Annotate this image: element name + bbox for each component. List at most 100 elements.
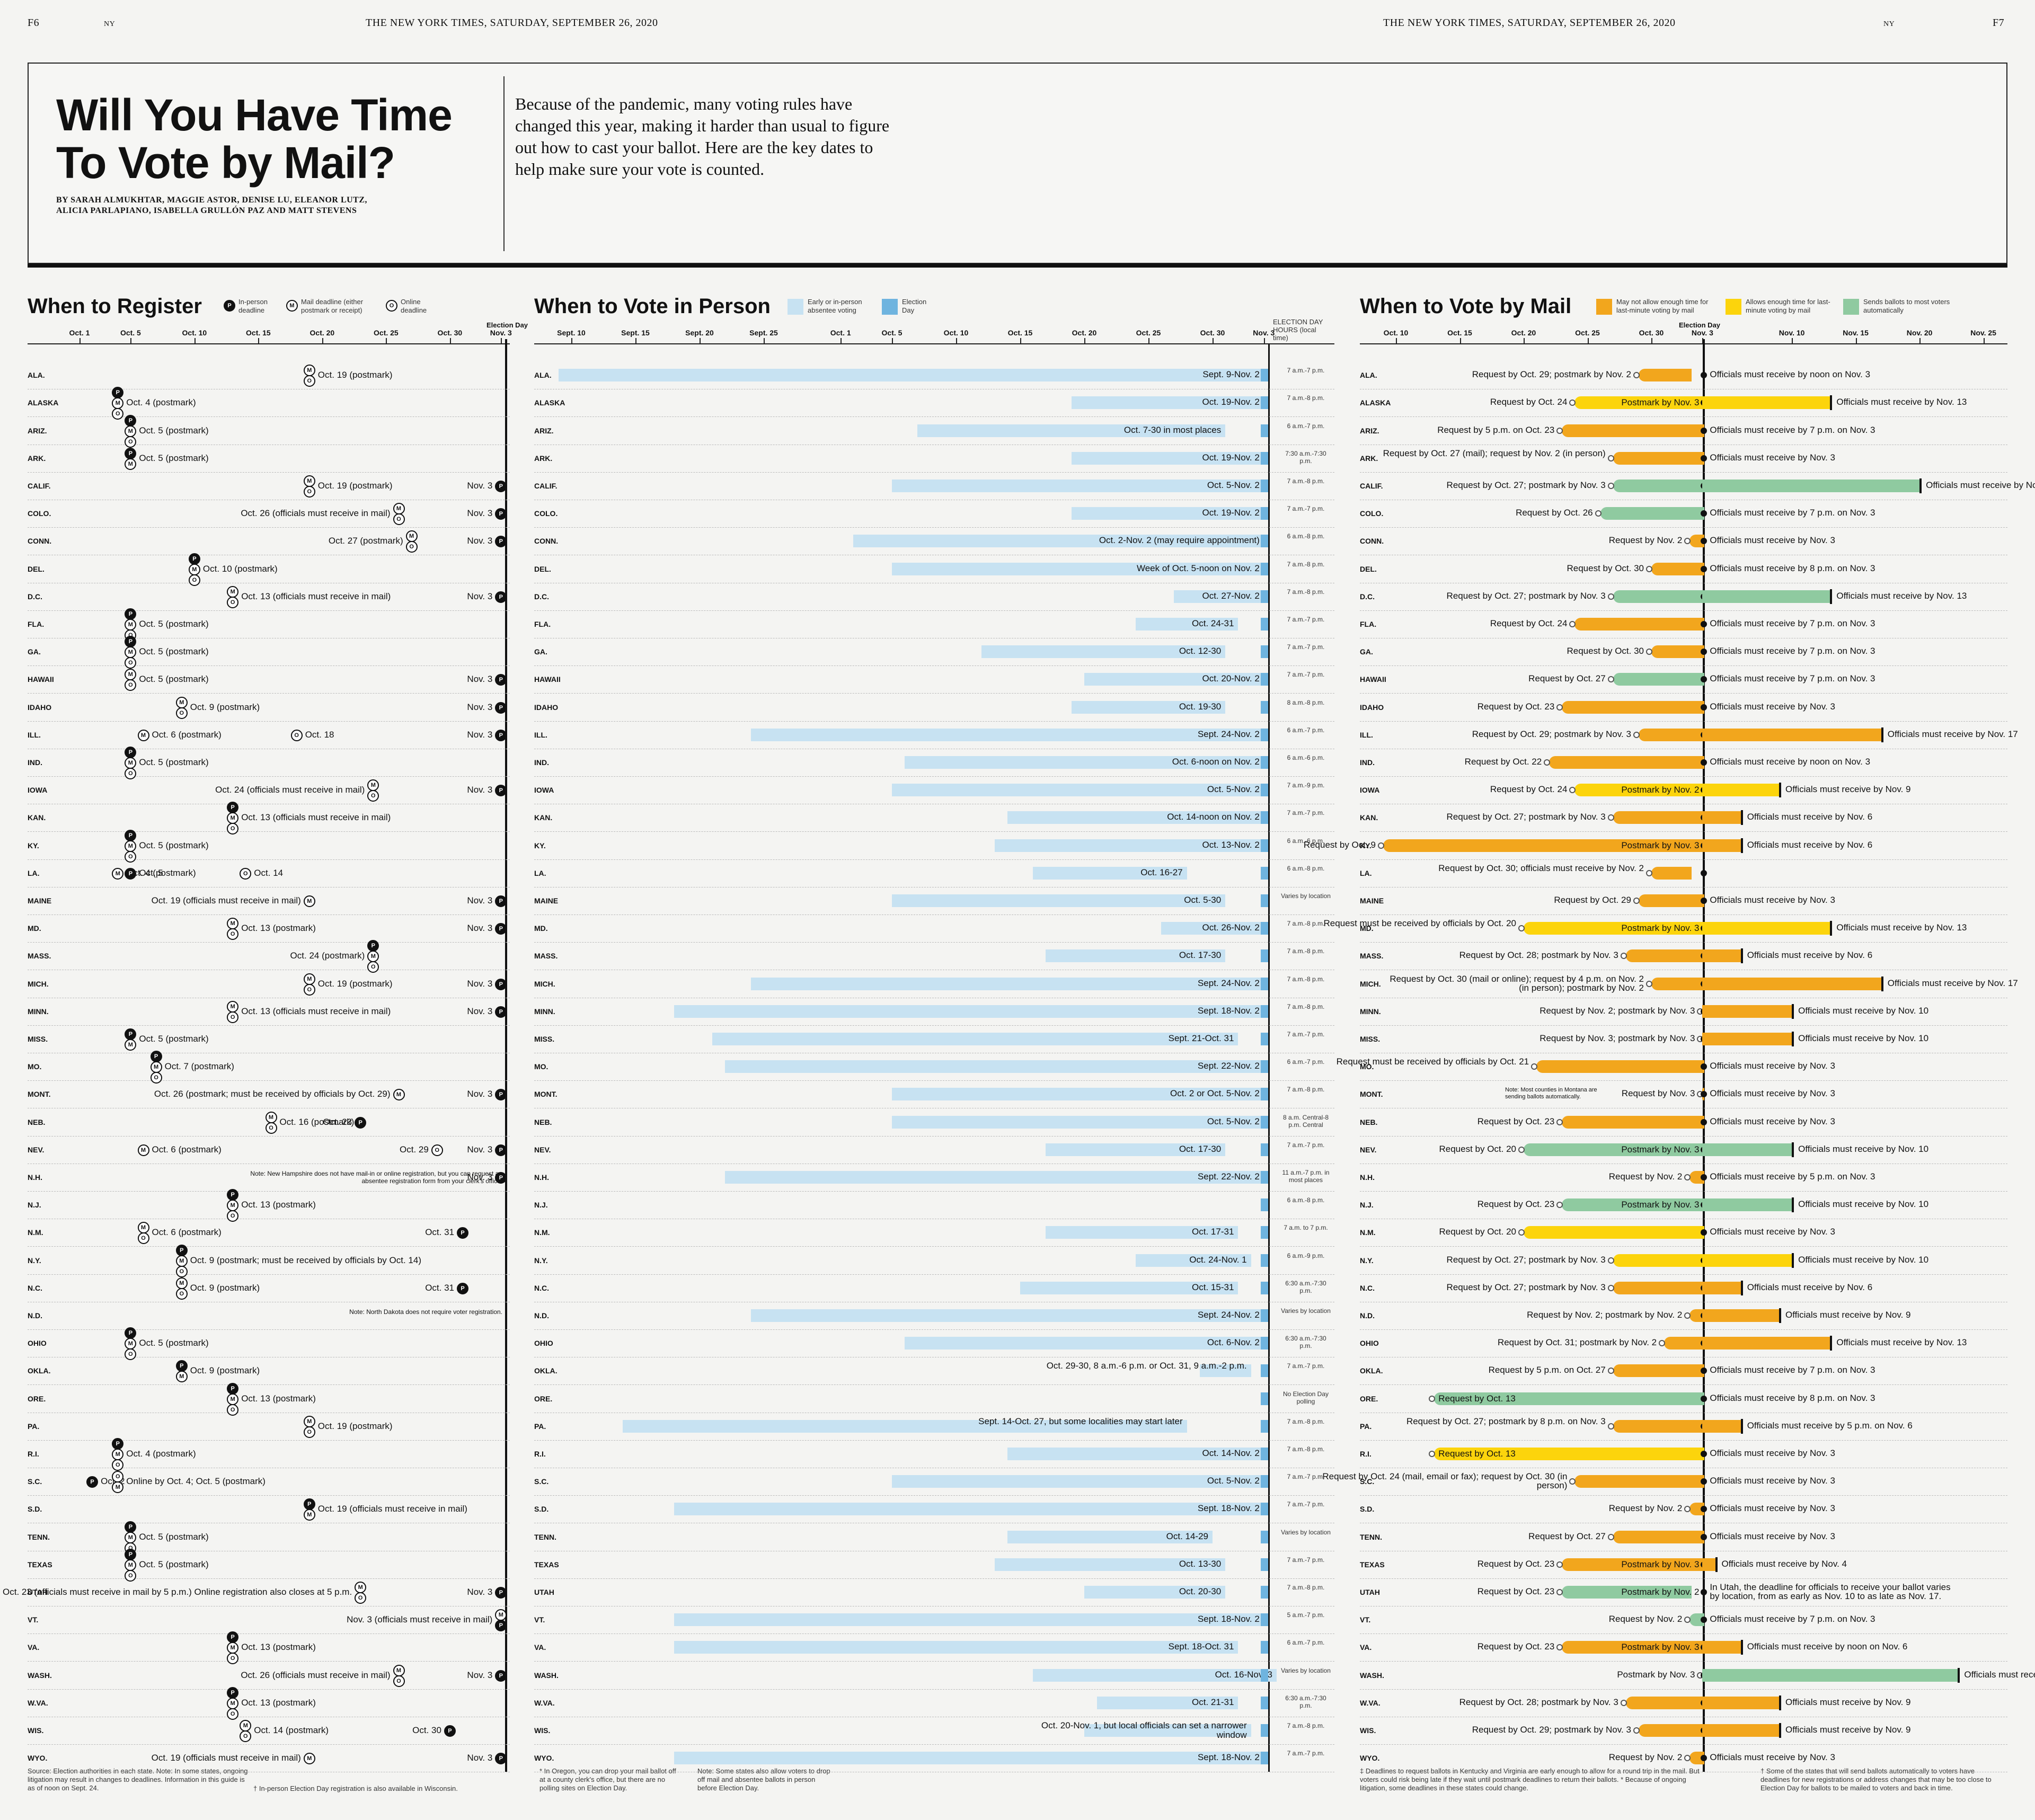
receipt-deadline-tick — [1881, 976, 1883, 991]
register-o-icon: O — [405, 541, 418, 553]
election-day-bar — [1260, 1005, 1268, 1018]
state-abbrev: ALA. — [534, 371, 552, 380]
register-m-icon: M — [112, 1448, 124, 1460]
state-abbrev: N.C. — [534, 1283, 549, 1292]
row-separator — [1360, 527, 2007, 528]
election-day-hours: Varies by location — [1281, 1528, 1331, 1536]
mail-request-label: Request by Oct. 30; officials must recei… — [1438, 863, 1644, 873]
mail-window-bar — [1613, 673, 1705, 686]
mail-window-bar — [1600, 507, 1705, 520]
state-abbrev: N.J. — [534, 1201, 548, 1210]
mail-receipt-label: Officials must receive by Nov. 3 — [1710, 1476, 1835, 1486]
register-o-icon: O — [227, 1653, 239, 1665]
early-voting-bar — [905, 756, 1264, 769]
register-o-icon: O — [227, 1011, 239, 1023]
footnote-ky-va: ‡ Deadlines to request ballots in Kentuc… — [1360, 1767, 1700, 1792]
election-day-hours: 7 a.m.-9 p.m. — [1287, 782, 1325, 789]
early-voting-label: Oct. 5-Nov. 2 — [1207, 784, 1260, 795]
inperson-tick — [956, 338, 957, 343]
state-abbrev: ILL. — [28, 730, 41, 739]
mail-request-label: Request by Oct. 23 — [1477, 1199, 1555, 1210]
request-deadline-marker — [1556, 1202, 1563, 1209]
register-m-icon: M — [137, 1222, 149, 1234]
register-m-icon: M — [303, 973, 315, 985]
election-day-bar — [1260, 1060, 1268, 1073]
row-separator — [28, 610, 510, 611]
register-deadline-label: Nov. 3 — [467, 978, 493, 989]
early-voting-label: Sept. 22-Nov. 2 — [1197, 1171, 1260, 1182]
election-day-hours: 7 a.m.-7 p.m. — [1287, 1030, 1325, 1038]
state-abbrev: MINN. — [534, 1007, 555, 1016]
inperson-tick — [571, 338, 572, 343]
register-m-icon: M — [125, 646, 137, 659]
register-m-icon: M — [112, 1481, 124, 1494]
row-separator — [534, 1440, 1334, 1441]
register-m-icon: M — [367, 951, 379, 963]
state-abbrev: CONN. — [28, 537, 52, 546]
early-voting-label: Oct. 12-30 — [1179, 646, 1222, 656]
election-day-dot — [1701, 1450, 1707, 1457]
election-day-hours: 7 a.m.-8 p.m. — [1287, 394, 1325, 402]
legend-early-label: Early or in-person absentee voting — [808, 298, 862, 314]
election-day-bar — [1260, 590, 1268, 603]
register-o-icon: O — [227, 1708, 239, 1720]
mail-tick-label: Nov. 10 — [1779, 329, 1805, 337]
register-p-icon: P — [175, 1360, 188, 1372]
register-o-icon: O — [125, 1348, 137, 1361]
early-voting-label: Oct. 17-31 — [1192, 1227, 1234, 1237]
early-voting-label: Sept. 21-Oct. 31 — [1168, 1033, 1234, 1043]
mail-request-label: Request by Oct. 23 — [1477, 701, 1555, 712]
state-abbrev: LA. — [534, 868, 546, 877]
mail-request-label: Request by Nov. 2 — [1608, 1171, 1683, 1182]
election-day-bar — [1260, 479, 1268, 492]
request-deadline-marker — [1429, 1395, 1436, 1402]
row-separator — [1360, 776, 2007, 777]
election-day-bar — [1260, 645, 1268, 659]
row-separator — [1360, 1440, 2007, 1441]
register-deadline-label: Oct. 4 (postmark) — [126, 397, 196, 408]
register-deadline-label: Oct. 5 (postmark) — [139, 1338, 209, 1348]
election-day-dot — [1701, 372, 1707, 379]
row-separator — [28, 1633, 510, 1635]
mail-postmark-label: Postmark by Nov. 3 — [1621, 840, 1700, 850]
election-day-hours: 6:30 a.m.-7:30 p.m. — [1285, 1279, 1326, 1294]
register-o-icon: O — [227, 823, 239, 835]
early-voting-bar — [1071, 507, 1264, 520]
early-voting-label: Oct. 20-30 — [1179, 1586, 1222, 1596]
register-p-icon: P — [495, 923, 507, 935]
state-abbrev: OKLA. — [28, 1366, 51, 1375]
register-deadline-label: Oct. 5 (postmark) — [139, 452, 209, 463]
mail-window-bar — [1574, 1475, 1705, 1488]
mail-election-day-line — [1703, 339, 1705, 1772]
mail-window-bar — [1562, 424, 1705, 437]
state-abbrev: CALIF. — [534, 481, 558, 490]
early-voting-bar — [750, 728, 1264, 741]
state-abbrev: OHIO — [1360, 1339, 1379, 1348]
state-abbrev: WIS. — [1360, 1726, 1376, 1735]
mail-request-label: Request by Oct. 29; postmark by Nov. 3 — [1472, 729, 1631, 739]
election-day-dot — [1701, 1533, 1707, 1540]
early-voting-label: Sept. 24-Nov. 2 — [1197, 1309, 1260, 1320]
state-abbrev: IND. — [28, 758, 42, 767]
state-abbrev: R.I. — [1360, 1449, 1372, 1458]
early-voting-bar — [917, 424, 1226, 437]
early-voting-label: Oct. 17-30 — [1179, 950, 1222, 961]
early-voting-label: Oct. 24-Nov. 1 — [1189, 1254, 1247, 1265]
mail-tick — [1459, 338, 1461, 343]
state-abbrev: MINN. — [28, 1007, 49, 1016]
early-voting-bar — [1084, 1724, 1251, 1737]
state-abbrev: UTAH — [28, 1587, 48, 1596]
register-deadline-label: Oct. 14 (postmark) — [254, 1725, 329, 1735]
register-deadline-label: Oct. 19 (officials must receive in mail) — [317, 1504, 467, 1514]
register-deadline-label: Oct. 19 (postmark) — [317, 978, 393, 989]
early-voting-bar — [892, 1475, 1264, 1488]
early-voting-label: Oct. 15-31 — [1192, 1282, 1234, 1292]
election-day-bar — [1260, 1198, 1268, 1212]
election-day-hours: 7 a.m.-8 p.m. — [1287, 1086, 1325, 1094]
receipt-deadline-tick — [1740, 948, 1743, 964]
request-deadline-marker — [1620, 1699, 1627, 1706]
row-separator — [534, 472, 1334, 473]
state-abbrev: PA. — [534, 1422, 546, 1431]
state-abbrev: IDAHO — [534, 703, 559, 712]
register-election-day-line — [505, 339, 508, 1772]
